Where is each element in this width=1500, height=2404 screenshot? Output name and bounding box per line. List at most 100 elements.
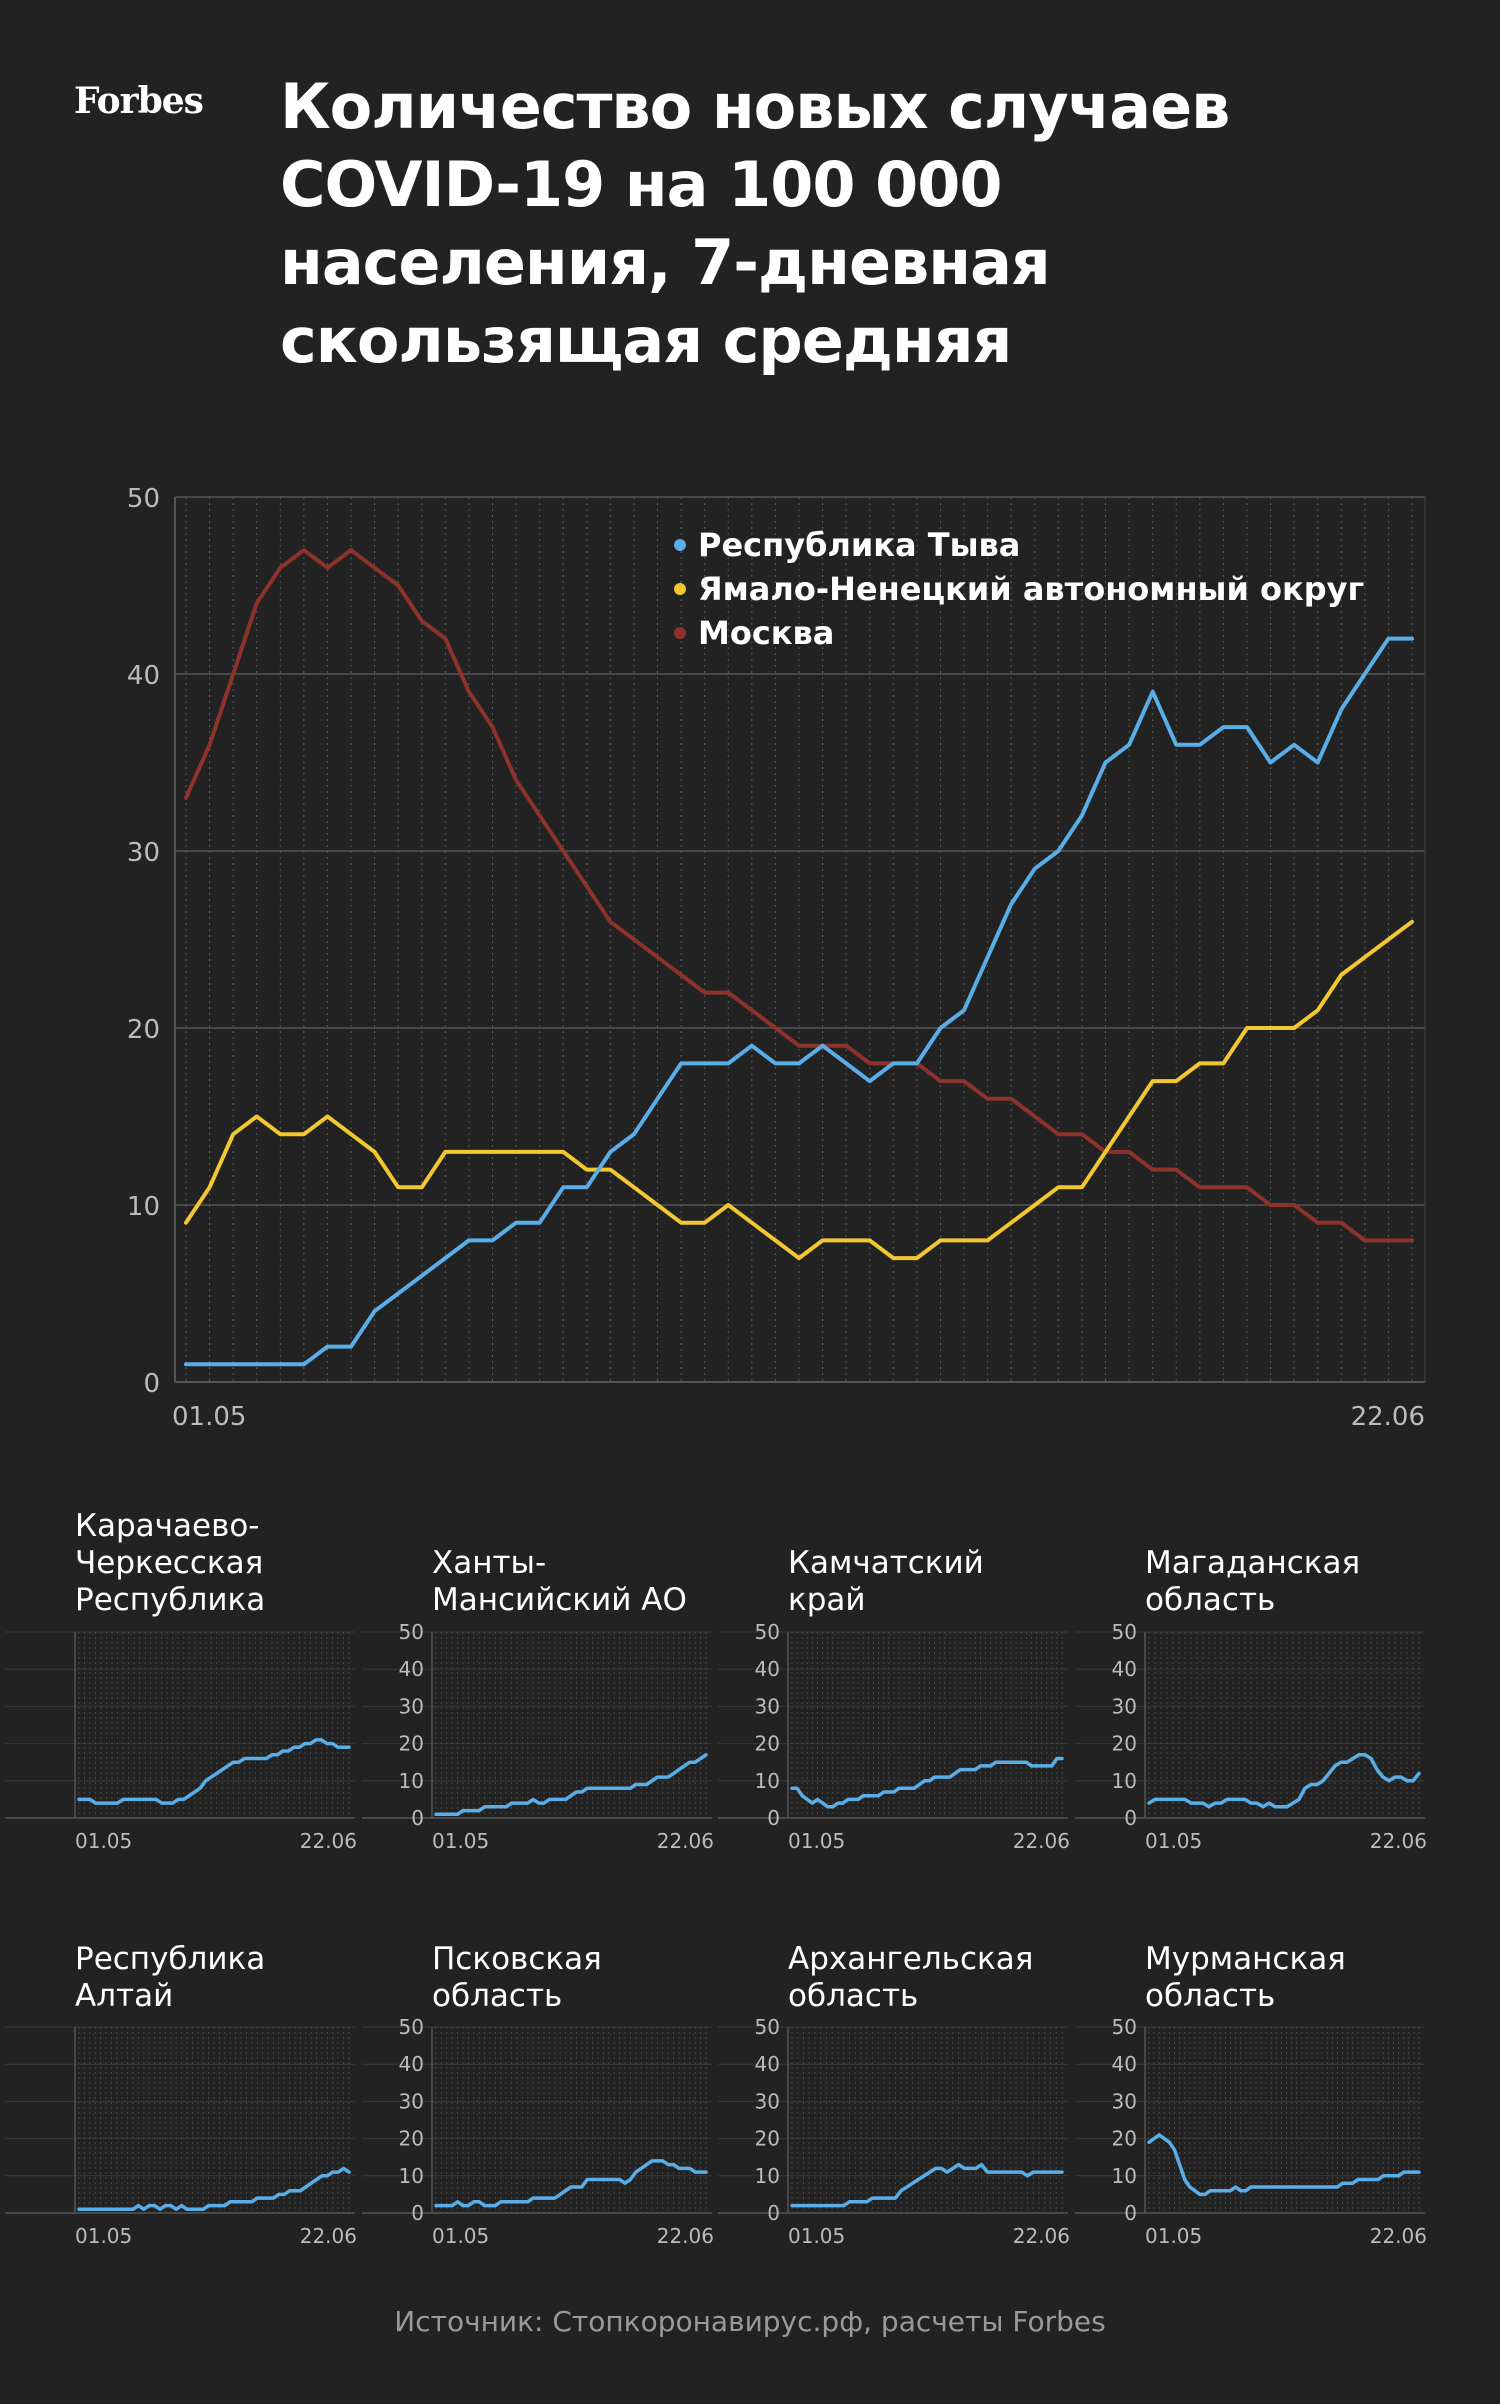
legend-label: Республика Тыва: [698, 526, 1020, 564]
small-chart-title: Ханты-: [432, 1545, 546, 1581]
x-tick-label: 22.06: [657, 1829, 714, 1853]
small-chart-title: область: [1145, 1978, 1275, 2014]
y-tick-label: 0: [767, 1806, 780, 1830]
legend-marker: [674, 583, 686, 595]
x-tick-label: 01.05: [1145, 2224, 1202, 2248]
small-chart: [718, 2026, 1068, 2214]
y-tick-label: 40: [755, 2052, 780, 2076]
y-tick-label: 20: [127, 1015, 160, 1045]
series-line: [790, 1756, 1064, 1809]
x-tick-label: 22.06: [1370, 2224, 1427, 2248]
title-line: населения, 7-дневная: [280, 226, 1051, 299]
y-tick-label: 20: [1112, 2127, 1137, 2151]
y-tick-label: 50: [755, 2015, 780, 2039]
y-tick-label: 50: [1112, 2015, 1137, 2039]
small-chart-title: область: [788, 1978, 918, 2014]
small-chart: [362, 1631, 712, 1819]
x-tick-label: 22.06: [300, 2224, 357, 2248]
y-tick-label: 50: [399, 1620, 424, 1644]
small-chart: [1075, 1631, 1425, 1819]
title-line: Количество новых случаев: [280, 70, 1230, 143]
small-chart-title: область: [1145, 1582, 1275, 1618]
y-tick-label: 20: [1112, 1732, 1137, 1756]
page-title: Количество новых случаев COVID-19 на 100…: [280, 68, 1430, 380]
y-tick-label: 50: [399, 2015, 424, 2039]
y-tick-label: 50: [1112, 1620, 1137, 1644]
y-tick-label: 10: [755, 2164, 780, 2188]
small-chart-title: область: [432, 1978, 562, 2014]
y-tick-label: 40: [399, 1657, 424, 1681]
small-chart: [718, 1631, 1068, 1819]
series-line: [434, 1753, 708, 1817]
small-chart-title: край: [788, 1582, 866, 1618]
series-line: [1147, 2133, 1421, 2197]
series-line: [77, 1738, 351, 1805]
y-tick-label: 10: [1112, 1769, 1137, 1793]
y-tick-label: 0: [767, 2201, 780, 2225]
x-tick-label: 01.05: [432, 1829, 489, 1853]
y-tick-label: 40: [1112, 1657, 1137, 1681]
x-tick-label: 01.05: [172, 1402, 246, 1432]
small-chart-title: Архангельская: [788, 1941, 1033, 1977]
small-chart-title: Псковская: [432, 1941, 602, 1977]
legend-label: Москва: [698, 614, 834, 652]
series-line: [77, 2166, 351, 2212]
small-chart-title: Алтай: [75, 1978, 173, 2014]
y-tick-label: 0: [411, 2201, 424, 2225]
y-tick-label: 30: [755, 2089, 780, 2113]
y-tick-label: 0: [1124, 2201, 1137, 2225]
x-tick-label: 22.06: [1013, 2224, 1070, 2248]
small-chart-title: Мурманская: [1145, 1941, 1346, 1977]
main-chart: [174, 496, 1426, 1383]
y-tick-label: 30: [755, 1694, 780, 1718]
small-chart-title: Карачаево-: [75, 1508, 260, 1544]
y-tick-label: 0: [143, 1369, 160, 1399]
x-tick-label: 01.05: [432, 2224, 489, 2248]
x-tick-label: 22.06: [1351, 1402, 1425, 1432]
y-tick-label: 30: [399, 1694, 424, 1718]
series-line: [184, 548, 1414, 1243]
legend-marker: [674, 627, 686, 639]
y-tick-label: 50: [127, 484, 160, 514]
x-tick-label: 01.05: [1145, 1829, 1202, 1853]
y-tick-label: 20: [399, 2127, 424, 2151]
small-chart: [5, 1631, 355, 1819]
y-tick-label: 10: [399, 1769, 424, 1793]
y-tick-label: 30: [127, 838, 160, 868]
small-chart: [1075, 2026, 1425, 2214]
y-tick-label: 20: [399, 1732, 424, 1756]
small-chart-title: Камчатский: [788, 1545, 984, 1581]
legend-marker: [674, 539, 686, 551]
y-tick-label: 0: [1124, 1806, 1137, 1830]
y-tick-label: 30: [399, 2089, 424, 2113]
small-chart: [5, 2026, 355, 2214]
forbes-logo: Forbes: [74, 80, 204, 122]
small-chart-title: Республика: [75, 1941, 265, 1977]
series-line: [1147, 1753, 1421, 1809]
x-tick-label: 22.06: [1013, 1829, 1070, 1853]
y-tick-label: 10: [755, 1769, 780, 1793]
x-tick-label: 01.05: [788, 2224, 845, 2248]
series-line: [184, 919, 1414, 1261]
series-line: [184, 636, 1414, 1367]
title-line: COVID-19 на 100 000: [280, 148, 1003, 221]
y-tick-label: 30: [1112, 2089, 1137, 2113]
y-tick-label: 40: [127, 661, 160, 691]
y-tick-label: 10: [399, 2164, 424, 2188]
y-tick-label: 10: [127, 1192, 160, 1222]
small-chart-title: Мансийский АО: [432, 1582, 687, 1618]
small-chart-title: Республика: [75, 1582, 265, 1618]
small-chart-title: Черкесская: [75, 1545, 263, 1581]
x-tick-label: 01.05: [75, 1829, 132, 1853]
x-tick-label: 22.06: [300, 1829, 357, 1853]
small-chart-title: Магаданская: [1145, 1545, 1360, 1581]
y-tick-label: 10: [1112, 2164, 1137, 2188]
small-chart: [362, 2026, 712, 2214]
legend-label: Ямало-Ненецкий автономный округ: [698, 570, 1364, 608]
series-line: [790, 2162, 1064, 2208]
y-tick-label: 0: [411, 1806, 424, 1830]
y-tick-label: 40: [399, 2052, 424, 2076]
y-tick-label: 40: [755, 1657, 780, 1681]
y-tick-label: 20: [755, 1732, 780, 1756]
